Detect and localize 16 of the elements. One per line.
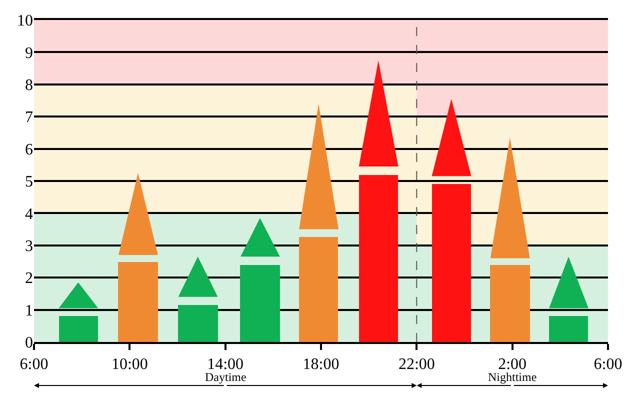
y-tick-label: 0 xyxy=(25,334,33,352)
y-tick-label: 4 xyxy=(25,206,33,223)
x-tick-label: 22:00 xyxy=(398,356,435,374)
x-tick-label: 10:00 xyxy=(111,356,148,374)
y-tick-label: 6 xyxy=(25,141,33,158)
y-tick-label: 9 xyxy=(25,44,33,62)
x-tick-label: 18:00 xyxy=(302,356,340,374)
x-tick-label: 6:00 xyxy=(20,356,48,374)
y-tick-label: 7 xyxy=(25,109,33,126)
y-tick-label: 5 xyxy=(25,174,33,191)
y-tick-label: 2 xyxy=(25,270,33,288)
y-tick-label: 3 xyxy=(25,238,33,255)
y-tick-label: 10 xyxy=(17,12,33,30)
y-tick-label: 1 xyxy=(25,302,33,320)
x-tick-label: 6:00 xyxy=(594,356,622,374)
y-tick-label: 8 xyxy=(25,77,33,94)
